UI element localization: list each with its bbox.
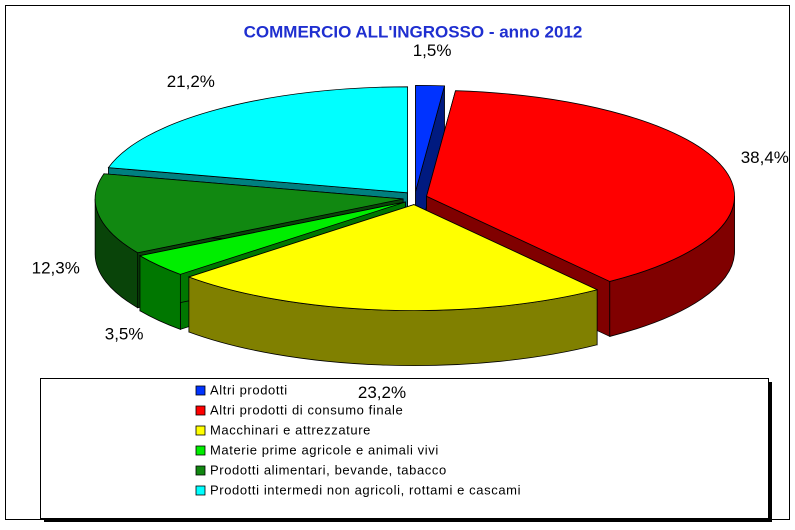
legend-swatch (195, 465, 206, 476)
legend-label: Altri prodotti di consumo finale (210, 402, 403, 417)
data-label: 21,2% (167, 72, 215, 91)
legend-swatch (195, 445, 206, 456)
legend-label: Prodotti intermedi non agricoli, rottami… (210, 482, 521, 497)
slice (187, 204, 599, 311)
legend-label: Altri prodotti (210, 382, 288, 397)
legend-swatch (195, 385, 206, 396)
legend-swatch (195, 485, 206, 496)
legend (40, 378, 769, 519)
legend-label: Macchinari e attrezzature (210, 422, 371, 437)
chart-title: COMMERCIO ALL'INGROSSO - anno 2012 (244, 22, 583, 41)
legend-swatch (195, 425, 206, 436)
slice (426, 90, 735, 282)
legend-label: Prodotti alimentari, bevande, tabacco (210, 462, 447, 477)
legend-swatch (195, 405, 206, 416)
slice (107, 86, 408, 194)
pie: 1,5% 21,2% 38,4% 12,3% 3,5% 23,2% (32, 41, 789, 402)
data-label: 23,2% (358, 383, 406, 402)
slice (415, 84, 446, 192)
slice (94, 173, 404, 254)
legend-entries: Altri prodotti Altri prodotti di consumo … (195, 382, 521, 497)
legend-label: Materie prime agricole e animali vivi (210, 442, 439, 457)
slice (138, 201, 406, 275)
data-label: 3,5% (105, 325, 144, 344)
data-label: 1,5% (413, 41, 452, 60)
data-label: 38,4% (741, 148, 789, 167)
data-label: 12,3% (32, 258, 80, 277)
